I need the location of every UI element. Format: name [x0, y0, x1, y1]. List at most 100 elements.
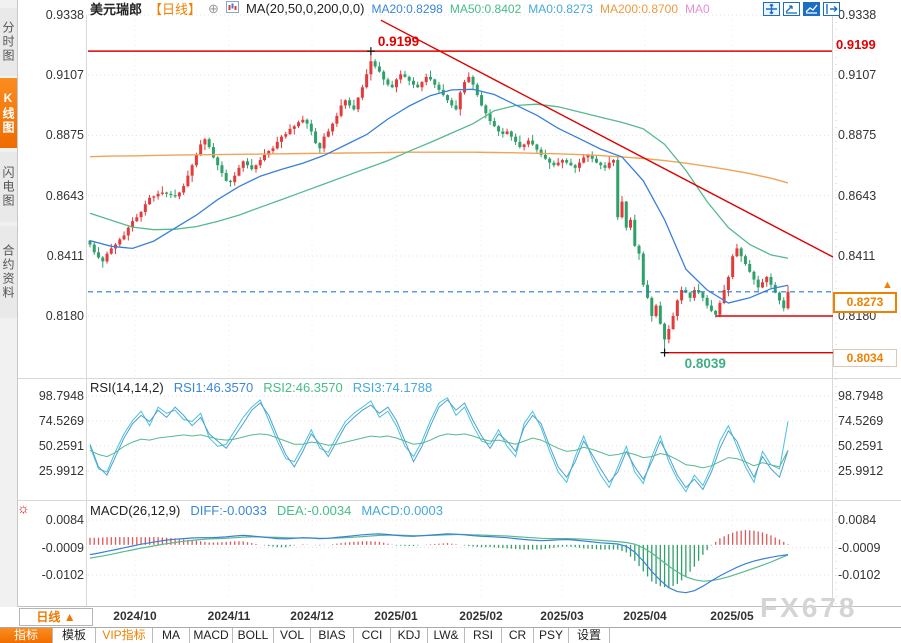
price-tick-label: 0.8875 — [45, 128, 84, 143]
ma200-line — [89, 151, 789, 184]
ma0b-value: MA0 — [685, 1, 710, 16]
ma-formula: MA(20,50,0,200,0,0) — [245, 1, 365, 16]
period-label: 【日线】 — [149, 2, 202, 17]
toolbar-item-3[interactable]: MA — [153, 628, 190, 643]
add-indicator-icon[interactable]: ⊕ — [208, 0, 219, 16]
chart-type-icon — [225, 1, 239, 16]
rsi2-value: RSI2:46.3570 — [263, 380, 343, 395]
price-tick-label: 0.8180 — [45, 309, 84, 323]
rsi-tick-label: 74.5269 — [38, 414, 84, 428]
date-label: 2025/02 — [459, 609, 503, 623]
macd-tick-label: -0.0102 — [41, 568, 84, 582]
ma50-line — [89, 103, 789, 259]
rsi1-value: RSI1:46.3570 — [173, 380, 254, 395]
period-selector[interactable]: 日线 ▲ — [19, 608, 93, 626]
indicator-toolbar: 指标 模板 VIP指标 MA MACD BOLL VOL BIAS CCI KDJ LW& RSI CR… — [0, 627, 901, 643]
toolbar-item-2[interactable]: VIP指标 — [96, 628, 153, 643]
macd-histogram — [89, 530, 789, 589]
collapse-right-icon[interactable] — [823, 2, 840, 16]
dea-value: DEA:-0.0034 — [276, 503, 352, 518]
rsi3-value: RSI3:74.1788 — [352, 380, 433, 395]
sidebar-tab-kline[interactable]: K线图 — [0, 78, 17, 148]
diff-line — [89, 533, 789, 594]
price-tick-label: 0.8643 — [45, 188, 84, 203]
date-label: 2024/11 — [207, 609, 251, 623]
toolbar-item-13[interactable]: PSY — [534, 628, 569, 643]
rsi-tick-label: 50.2591 — [838, 438, 884, 453]
macd-tick-label: -0.0102 — [838, 568, 881, 582]
last-price-badge: 0.8273 — [833, 292, 897, 313]
annotations — [88, 19, 834, 357]
macd-tick-label: 0.0084 — [838, 513, 877, 527]
toolbar-item-14[interactable]: 设置 — [569, 628, 610, 643]
macd-tick-label: -0.0009 — [41, 540, 84, 555]
dea-line — [89, 533, 789, 582]
price-tick-label: 0.9338 — [45, 8, 84, 22]
rsi-formula: RSI(14,14,2) — [90, 380, 164, 395]
diff-value: DIFF:-0.0033 — [190, 503, 267, 518]
toolbar-item-4[interactable]: MACD — [190, 628, 233, 643]
macd-header: MACD(26,12,9) DIFF:-0.0033 DEA:-0.0034 M… — [90, 503, 443, 518]
ma20-value: MA20:0.8298 — [371, 1, 443, 16]
price-tick-label: 0.8643 — [838, 188, 877, 203]
toolbar-item-11[interactable]: RSI — [465, 628, 502, 643]
price-tick-label: 0.8875 — [838, 128, 877, 143]
sidebar: 分时图 K线图 闪电图 合约资料 — [0, 0, 18, 607]
axis-scale-icon[interactable] — [783, 2, 800, 16]
toolbar-item-7[interactable]: BIAS — [311, 628, 354, 643]
date-axis-row: 日线 ▲ 2024/10 2024/11 2024/12 2025/01 2025/02… — [0, 606, 901, 627]
chart-header: 美元瑞郎 【日线】 ⊕ MA(20,50,0,200,0,0) MA20:0.8… — [90, 0, 710, 18]
macd-formula: MACD(26,12,9) — [90, 503, 181, 518]
sidebar-tab-lightning[interactable]: 闪电图 — [0, 152, 17, 222]
chart-style-icon[interactable] — [803, 2, 820, 16]
watermark: FX678 — [760, 592, 858, 623]
toolbar-item-5[interactable]: BOLL — [233, 628, 274, 643]
toolbar-item-6[interactable]: VOL — [274, 628, 311, 643]
session-low-badge: 0.8034 — [833, 349, 897, 367]
sidebar-tab-timeline[interactable]: 分时图 — [0, 8, 17, 76]
resistance-price-label: 0.9199 — [836, 37, 876, 52]
price-tick-label: 0.9107 — [45, 68, 84, 83]
ma200-value: MA200:0.8700 — [599, 1, 679, 16]
toolbar-item-12[interactable]: CR — [502, 628, 534, 643]
indicator-alert-icon[interactable]: ☼ — [17, 500, 30, 516]
rsi1-line — [89, 399, 789, 491]
macd-tick-label: -0.0009 — [838, 540, 881, 555]
toolbar-item-0[interactable]: 指标 — [0, 628, 53, 643]
rsi-tick-label: 74.5269 — [838, 414, 884, 428]
candlestick-series — [88, 51, 790, 353]
date-label: 2024/10 — [113, 609, 157, 623]
date-label: 2025/03 — [540, 609, 584, 623]
macd-value: MACD:0.0003 — [361, 503, 443, 518]
macd-tick-label: 0.0084 — [45, 513, 84, 527]
rsi3-line — [89, 397, 789, 493]
rsi-tick-label: 25.9912 — [38, 464, 84, 478]
sidebar-tab-contract-info[interactable]: 合约资料 — [0, 226, 17, 318]
rsi-header: RSI(14,14,2) RSI1:46.3570 RSI2:46.3570 R… — [90, 380, 433, 395]
toolbar-item-8[interactable]: CCI — [354, 628, 391, 643]
ma20-line — [89, 88, 789, 304]
date-label: 2024/12 — [290, 609, 334, 623]
rsi-tick-label: 98.7948 — [38, 389, 84, 403]
date-label: 2025/05 — [710, 609, 754, 623]
rsi-tick-label: 98.7948 — [838, 389, 884, 403]
date-label: 2025/04 — [623, 609, 667, 623]
toolbar-item-10[interactable]: LW& — [428, 628, 465, 643]
toolbar-item-1[interactable]: 模板 — [53, 628, 96, 643]
price-tick-label: 0.8411 — [46, 248, 84, 263]
rsi-tick-label: 25.9912 — [838, 464, 884, 478]
date-label: 2025/01 — [374, 609, 418, 623]
price-tick-label: 0.9107 — [838, 68, 877, 83]
symbol-name: 美元瑞郎 — [90, 2, 143, 17]
gridlines — [88, 14, 832, 600]
crosshair-icon[interactable] — [763, 2, 780, 16]
price-tick-label: 0.8411 — [838, 248, 876, 263]
chart-tools — [763, 2, 840, 16]
ma50-value: MA50:0.8402 — [449, 1, 522, 16]
rsi2-line — [89, 433, 789, 469]
price-tick-label: 0.9338 — [838, 8, 877, 22]
toolbar-item-9[interactable]: KDJ — [391, 628, 428, 643]
ma0-value: MA0:0.8273 — [528, 1, 593, 16]
